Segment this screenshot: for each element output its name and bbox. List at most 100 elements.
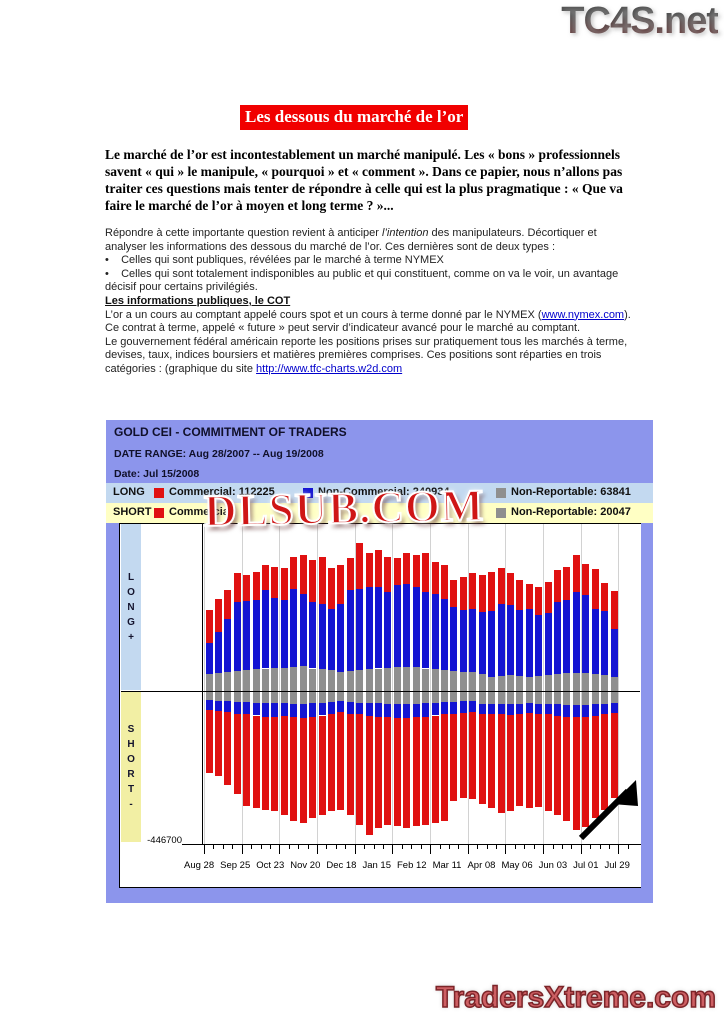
bar-segment (252, 702, 260, 716)
gridline (354, 524, 356, 844)
minor-tick (401, 845, 403, 849)
bar-segment (506, 573, 514, 605)
bar-segment (535, 713, 543, 808)
bar-segment (572, 555, 580, 592)
bar-segment (318, 692, 326, 703)
bar-segment (280, 600, 288, 669)
bar-segment (601, 692, 609, 704)
bar-segment (572, 672, 580, 691)
bar-segment (243, 670, 251, 691)
bar-segment (478, 674, 486, 691)
bar-segment (506, 604, 514, 676)
long-axis-strip: L O N G + (121, 524, 141, 690)
bar-segment (422, 668, 430, 691)
bar-segment (441, 714, 448, 822)
bar-segment (582, 594, 590, 674)
bar-segment (572, 591, 580, 673)
axis-strip-letter: - (129, 798, 133, 810)
bar-segment (488, 611, 496, 677)
bar-segment (356, 669, 364, 691)
bar-segment (535, 703, 543, 714)
tfc-charts-link[interactable]: http://www.tfc-charts.w2d.com (256, 362, 403, 375)
major-tick (580, 845, 582, 854)
bar-segment (214, 598, 222, 633)
bar-segment (459, 712, 467, 798)
cot-chart: GOLD CEI - COMMITMENT OF TRADERS DATE RA… (106, 420, 653, 903)
bar-segment (535, 615, 543, 676)
bar-segment (243, 714, 251, 807)
bar-segment (224, 590, 232, 619)
bar-segment (544, 703, 552, 715)
bar-segment (601, 675, 609, 691)
bar-segment (280, 715, 288, 815)
bar-segment (610, 676, 618, 691)
minor-tick (627, 845, 629, 849)
bar-segment (393, 717, 401, 827)
body-text: Répondre à cette importante question rev… (105, 227, 632, 377)
bar-segment (356, 543, 364, 589)
bar-segment (591, 715, 599, 818)
bar-segment (252, 692, 260, 703)
bar-segment (516, 580, 524, 611)
legend-short-label: SHORT (113, 506, 152, 518)
bar-segment (488, 703, 496, 714)
bar-segment (497, 568, 505, 604)
bar-segment (318, 715, 326, 815)
bar-segment (563, 566, 571, 601)
bar-segment (441, 565, 448, 599)
bar-segment (469, 608, 477, 672)
bar-segment (497, 714, 505, 813)
x-tick-label: Jan 15 (362, 860, 391, 871)
y-axis-line (202, 524, 203, 844)
bar-segment (271, 703, 279, 717)
bar-segment (469, 671, 477, 691)
bar-segment (469, 573, 477, 609)
bar-segment (563, 716, 571, 822)
bar-segment (516, 675, 524, 691)
bar-segment (535, 675, 543, 691)
bar-segment (582, 705, 590, 717)
minor-tick (260, 845, 262, 849)
emphasized-intention: l’intention (382, 227, 429, 239)
bar-segment (318, 702, 326, 716)
bar-segment (262, 692, 270, 704)
minor-tick (222, 845, 224, 849)
zero-line (121, 691, 640, 692)
bar-segment (290, 703, 298, 718)
bar-segment (337, 712, 345, 810)
bar-segment (365, 703, 373, 716)
bar-segment (299, 593, 307, 667)
bar-segment (554, 692, 562, 705)
x-tick-label: May 06 (501, 860, 533, 871)
minor-tick (439, 845, 441, 849)
chart-title: GOLD CEI - COMMITMENT OF TRADERS (114, 425, 347, 439)
major-tick (430, 845, 432, 854)
bar-segment (346, 692, 354, 703)
bar-segment (290, 692, 298, 704)
bar-segment (280, 703, 288, 716)
bar-segment (535, 586, 543, 616)
x-tick-label: Feb 12 (397, 860, 427, 871)
bar-segment (375, 549, 383, 587)
bar-segment (544, 581, 552, 613)
axis-strip-letter: O (127, 586, 135, 598)
paragraph-repondre: Répondre à cette importante question rev… (105, 227, 632, 254)
bar-segment (327, 608, 335, 670)
minor-tick (307, 845, 309, 849)
bar-segment (299, 692, 307, 704)
bar-segment (271, 597, 279, 668)
bar-segment (459, 610, 467, 672)
bar-segment (233, 602, 241, 671)
gridline (580, 524, 582, 844)
bar-segment (591, 608, 599, 675)
bar-segment (554, 570, 562, 602)
axis-strip-letter: G (127, 616, 135, 628)
nymex-link[interactable]: www.nymex.com (541, 308, 625, 321)
bar-segment (422, 591, 430, 669)
bar-segment (290, 556, 298, 589)
bar-segment (554, 704, 562, 716)
x-tick-label: Jul 29 (604, 860, 630, 871)
bar-segment (365, 553, 373, 587)
intro-paragraph: Le marché de l’or est incontestablement … (105, 147, 623, 213)
paragraph-text: Répondre à cette importante question rev… (105, 227, 382, 239)
